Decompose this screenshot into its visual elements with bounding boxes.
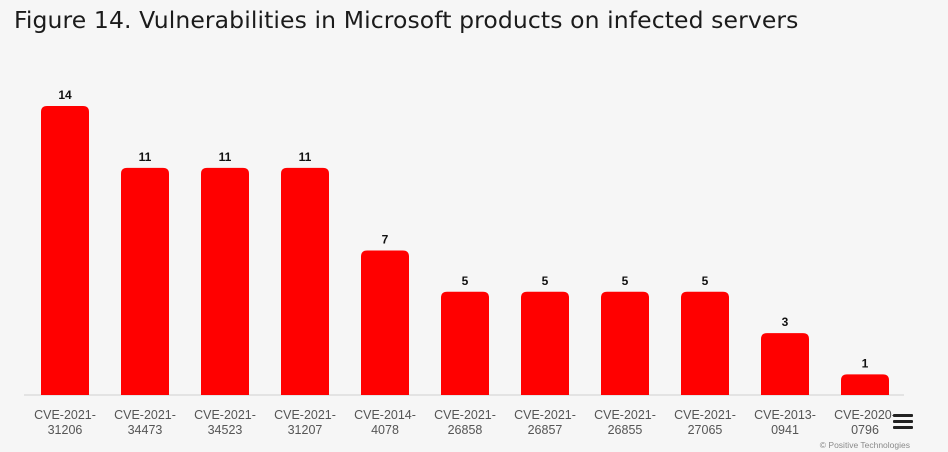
x-tick-label-6: CVE-2021-26857: [514, 408, 576, 437]
bar-6[interactable]: [521, 291, 569, 395]
data-label-6: 5: [542, 274, 549, 288]
bar-4[interactable]: [361, 250, 409, 396]
x-tick-label-0: CVE-2021-31206: [34, 408, 96, 437]
bar-7[interactable]: [601, 291, 649, 395]
x-tick-label-1: CVE-2021-34473: [114, 408, 176, 437]
data-label-0: 14: [58, 88, 72, 102]
data-label-7: 5: [622, 274, 629, 288]
bar-9[interactable]: [761, 333, 809, 395]
x-tick-label-9: CVE-2013-0941: [754, 408, 816, 437]
chart-title: Figure 14. Vulnerabilities in Microsoft …: [14, 6, 799, 34]
x-tick-label-7: CVE-2021-26855: [594, 408, 656, 437]
data-label-4: 7: [382, 233, 389, 247]
data-label-2: 11: [219, 150, 232, 164]
x-tick-label-2: CVE-2021-34523: [194, 408, 256, 437]
x-tick-label-8: CVE-2021-27065: [674, 408, 736, 437]
data-label-1: 11: [139, 150, 152, 164]
bar-2[interactable]: [201, 167, 249, 395]
x-tick-label-4: CVE-2014-4078: [354, 408, 416, 437]
data-label-10: 1: [862, 356, 869, 370]
x-tick-label-5: CVE-2021-26858: [434, 408, 496, 437]
bar-1[interactable]: [121, 167, 169, 395]
data-label-8: 5: [702, 274, 709, 288]
bar-0[interactable]: [41, 106, 89, 395]
bar-5[interactable]: [441, 291, 489, 395]
bar-8[interactable]: [681, 291, 729, 395]
data-label-5: 5: [462, 274, 469, 288]
data-label-9: 3: [782, 315, 789, 329]
menu-icon[interactable]: [893, 414, 913, 430]
bar-3[interactable]: [281, 167, 329, 395]
data-label-3: 11: [299, 150, 312, 164]
bar-10[interactable]: [841, 374, 889, 395]
x-tick-label-3: CVE-2021-31207: [274, 408, 336, 437]
x-tick-label-10: CVE-2020-0796: [834, 408, 896, 437]
credit-text: © Positive Technologies: [819, 440, 910, 450]
